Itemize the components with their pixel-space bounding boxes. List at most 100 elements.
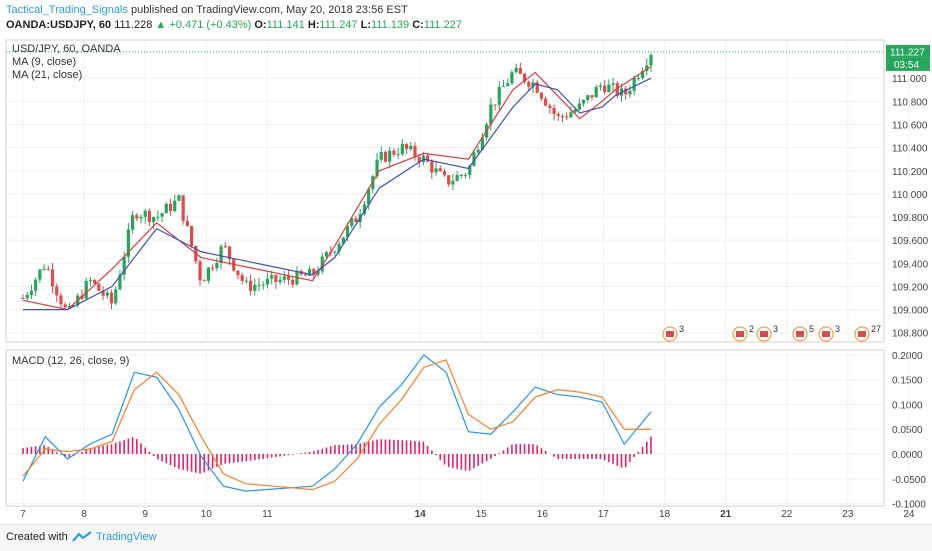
candle-body [535, 82, 539, 93]
price-tag: 111.227 [890, 47, 925, 58]
candle-body [215, 262, 219, 269]
tradingview-brand[interactable]: TradingView [96, 531, 157, 543]
candle-body [198, 261, 202, 281]
candle-body [88, 279, 93, 281]
event-count: 3 [773, 324, 778, 334]
candle-body [219, 246, 223, 263]
candle-body [29, 290, 34, 296]
chart-header: Tactical_Trading_Signals published on Tr… [0, 0, 932, 34]
author-link[interactable]: Tactical_Trading_Signals [6, 4, 128, 16]
candle-body [514, 67, 518, 73]
price-pane-frame [5, 39, 885, 343]
candle-body [468, 165, 472, 175]
candle-body [143, 210, 147, 217]
candle-body [417, 156, 421, 162]
price-y-tick: 109.400 [892, 259, 929, 270]
candle-body [573, 109, 577, 113]
candle-body [320, 256, 324, 272]
candle-body [130, 215, 135, 230]
candle-body [274, 275, 278, 283]
candle-body [253, 284, 257, 291]
macd-y-tick: 0.0500 [892, 425, 923, 436]
candle-body [506, 83, 510, 87]
x-tick-label: 21 [720, 509, 732, 520]
price-y-tick: 111.000 [892, 74, 927, 85]
candle-body [375, 159, 379, 177]
candle-body [518, 67, 522, 74]
quote-line: OANDA:USDJPY, 60 111.228 ▲ +0.471 (+0.43… [6, 18, 462, 32]
candle-body [38, 269, 42, 280]
candle-body [270, 275, 274, 279]
event-flag-icon [858, 331, 866, 337]
candle-body [93, 279, 97, 284]
candle-body [522, 73, 527, 82]
open-value: 111.141 [266, 19, 305, 31]
candle-body [426, 155, 430, 162]
candle-body [430, 161, 434, 173]
symbol-label[interactable]: OANDA:USDJPY, 60 [6, 19, 112, 31]
candle-body [291, 279, 295, 285]
candle-body [362, 204, 366, 215]
x-tick-label: 14 [415, 509, 427, 520]
candle-body [341, 237, 345, 244]
candle-body [84, 280, 88, 299]
legend-symbol: USD/JPY, 60, OANDA [12, 43, 121, 55]
event-flag-icon [796, 331, 804, 337]
candle-body [177, 195, 181, 201]
published-text: published on TradingView.com, May 20, 20… [130, 4, 408, 16]
legend-ma9[interactable]: MA (9, close) [12, 56, 77, 68]
candle-body [126, 229, 130, 257]
candle-body [611, 83, 615, 85]
candle-body [63, 304, 67, 308]
chart-area[interactable]: 108.800 109.000 109.200 109.400 109.600 109.8… [0, 36, 932, 520]
x-tick-label: 15 [476, 509, 488, 520]
candle-body [598, 85, 603, 87]
price-y-tick: 109.200 [892, 282, 929, 293]
low-label: L: [360, 19, 372, 31]
candle-body [265, 278, 270, 285]
x-tick-label: 22 [781, 509, 793, 520]
candle-body [463, 174, 468, 176]
candle-body [97, 283, 101, 291]
candle-body [282, 276, 286, 280]
candle-body [118, 274, 122, 290]
candle-body [404, 143, 409, 150]
macd-y-tick: 0.0000 [892, 450, 923, 461]
candle-body [227, 246, 232, 260]
candle-body [413, 145, 417, 157]
candle-body [139, 216, 143, 219]
price-y-tick: 110.200 [892, 167, 928, 178]
legend-macd[interactable]: MACD (12, 26, close, 9) [12, 355, 130, 367]
candle-body [181, 195, 185, 222]
candle-body [105, 292, 109, 296]
candle-body [278, 279, 282, 283]
chart-svg[interactable]: 108.800 109.000 109.200 109.400 109.600 109.8… [0, 36, 932, 520]
candle-body [122, 256, 126, 275]
candle-body [223, 246, 227, 248]
candle-body [189, 225, 194, 246]
x-tick-label: 17 [598, 509, 610, 520]
candle-body [21, 298, 25, 300]
legend-ma21[interactable]: MA (21, close) [12, 69, 83, 81]
candle-body [594, 86, 598, 98]
candle-body [434, 168, 438, 173]
candle-body [109, 292, 114, 304]
candle-body [396, 154, 400, 156]
candle-body [312, 269, 316, 275]
event-flag-icon [666, 331, 674, 337]
candle-body [25, 295, 29, 299]
tradingview-logo-icon [72, 531, 92, 542]
event-count: 3 [679, 324, 684, 334]
event-count: 5 [809, 324, 814, 334]
candle-body [501, 86, 506, 88]
price-y-tick: 110.600 [892, 120, 928, 131]
high-value: 111.247 [319, 19, 358, 31]
candle-body [164, 203, 168, 214]
candle-body [114, 289, 118, 304]
candle-body [544, 98, 548, 106]
candle-body [590, 95, 594, 98]
candle-body [156, 216, 160, 218]
macd-y-tick: 0.1500 [892, 376, 923, 387]
x-tick-label: 18 [659, 509, 671, 520]
last-price: 111.228 [114, 19, 153, 31]
